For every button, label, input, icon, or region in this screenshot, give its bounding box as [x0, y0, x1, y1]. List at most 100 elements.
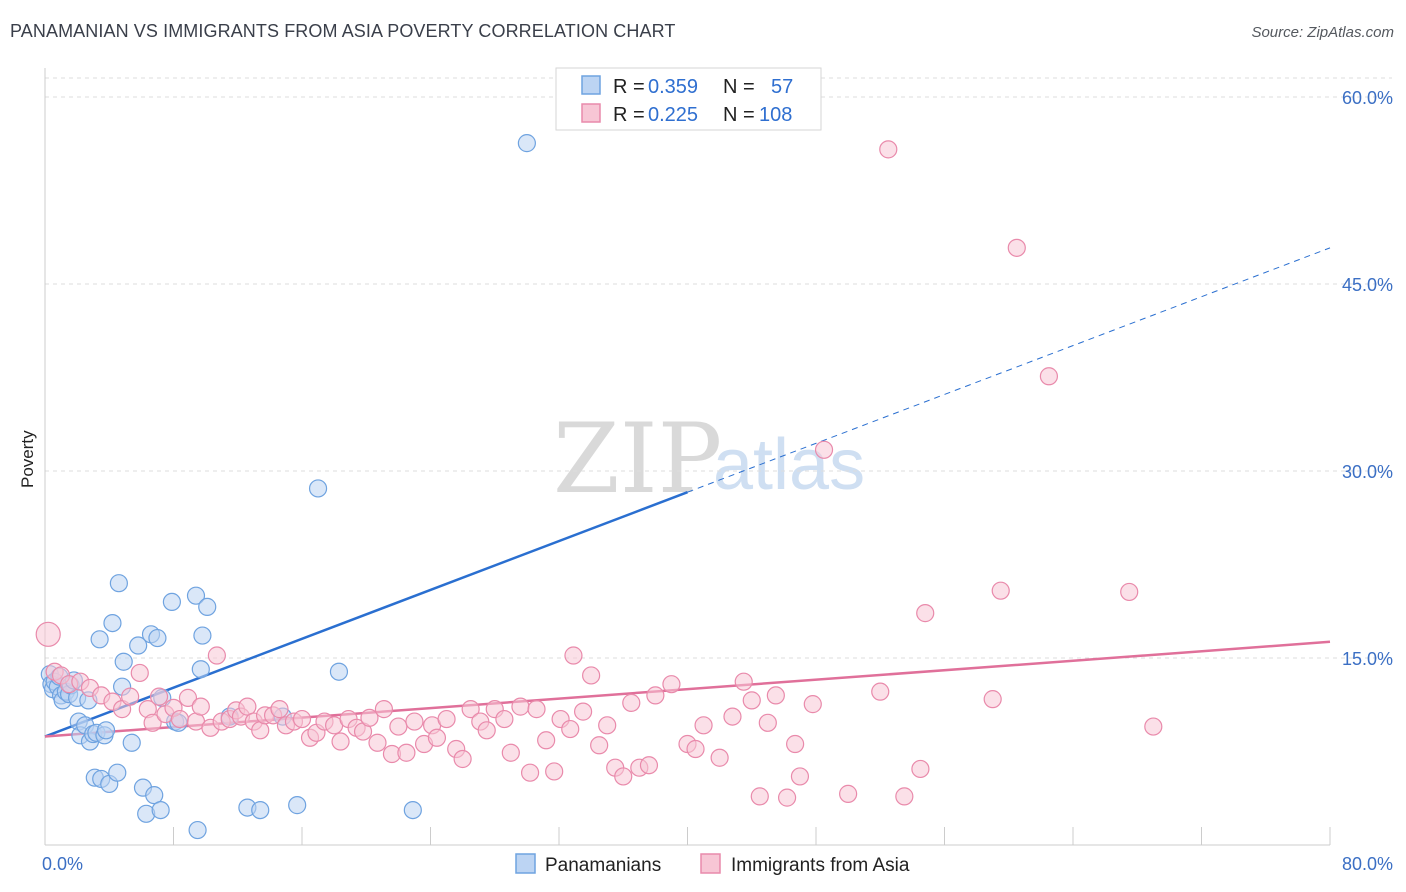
- legend-r-label-1: R =: [613, 76, 645, 98]
- data-points: [35, 134, 1163, 840]
- panamanian-point: [193, 626, 212, 645]
- panamanian-point: [251, 800, 270, 820]
- tick-labels: 15.0% 30.0% 45.0% 60.0% 0.0% 80.0%: [42, 88, 1393, 874]
- asia-point: [911, 759, 930, 779]
- legend-r-value-1: 0.359: [648, 76, 698, 98]
- asia-point: [35, 621, 61, 647]
- asia-point: [694, 716, 713, 735]
- panamanian-point: [90, 630, 109, 649]
- bottom-legend-swatch-asia: [700, 853, 721, 874]
- bottom-legend: Panamanians Immigrants from Asia: [515, 853, 910, 876]
- grid-lines: [45, 77, 1392, 659]
- legend-n-label-2: N =: [723, 104, 755, 126]
- panamanian-point: [145, 786, 164, 805]
- asia-point: [686, 739, 705, 759]
- asia-point: [639, 756, 659, 775]
- panamanian-point: [114, 652, 133, 671]
- asia-point: [374, 700, 394, 719]
- x-tick-label: 0.0%: [42, 854, 83, 874]
- panamanian-point: [108, 763, 127, 782]
- y-tick-label: 30.0%: [1342, 462, 1393, 482]
- asia-point: [786, 734, 805, 754]
- asia-point: [662, 675, 681, 694]
- legend-n-value-1: 57: [771, 76, 793, 98]
- asia-point: [389, 717, 408, 736]
- asia-point: [598, 716, 617, 735]
- asia-point: [292, 709, 312, 729]
- asia-point: [879, 140, 898, 159]
- asia-point: [895, 787, 914, 806]
- asia-point: [814, 440, 834, 459]
- asia-point: [405, 712, 424, 731]
- panamanian-point: [308, 479, 328, 498]
- panamanian-point: [109, 574, 128, 593]
- axes: [44, 68, 1331, 846]
- asia-point: [360, 708, 379, 727]
- legend-swatch-panamanians: [581, 75, 601, 95]
- asia-point: [710, 748, 729, 767]
- panamanian-trend-extension: [687, 247, 1331, 493]
- asia-point: [622, 693, 641, 712]
- asia-point: [573, 702, 593, 721]
- asia-point: [1007, 238, 1026, 257]
- legend-box: R = 0.359 N = 57 R = 0.225 N = 108: [555, 67, 822, 131]
- y-tick-label: 45.0%: [1342, 275, 1393, 295]
- asia-point: [983, 690, 1002, 709]
- x-tick-label: 80.0%: [1342, 854, 1393, 874]
- asia-point: [564, 646, 583, 665]
- asia-point: [1039, 367, 1059, 386]
- panamanian-point: [129, 636, 148, 655]
- trend-lines: [44, 247, 1331, 738]
- panamanian-trend-line: [44, 491, 688, 738]
- panamanian-point: [148, 628, 167, 648]
- asia-point: [453, 749, 472, 769]
- asia-point: [1144, 717, 1163, 736]
- asia-point: [461, 700, 480, 719]
- y-tick-label: 60.0%: [1342, 88, 1393, 108]
- asia-point: [614, 767, 633, 786]
- asia-point: [331, 732, 350, 751]
- asia-point: [130, 663, 149, 683]
- panamanian-point: [288, 796, 307, 815]
- asia-point: [758, 713, 777, 732]
- asia-point: [803, 695, 822, 714]
- asia-point: [777, 788, 797, 807]
- asia-point: [121, 687, 140, 706]
- asia-point: [790, 767, 810, 786]
- asia-point: [238, 697, 257, 716]
- legend-r-label-2: R =: [613, 104, 645, 126]
- panamanian-point: [186, 586, 206, 605]
- asia-point: [871, 682, 890, 701]
- panamanian-point: [403, 800, 422, 820]
- asia-point: [495, 709, 514, 729]
- bottom-legend-label-asia: Immigrants from Asia: [731, 855, 910, 876]
- asia-point: [437, 709, 456, 729]
- asia-point: [766, 686, 785, 705]
- asia-point: [170, 709, 190, 729]
- asia-point: [520, 763, 540, 782]
- asia-point: [582, 666, 601, 685]
- panamanian-point: [191, 660, 210, 679]
- asia-point: [143, 713, 162, 732]
- panamanian-point: [517, 134, 536, 153]
- asia-point: [191, 697, 210, 716]
- panamanian-point: [198, 597, 217, 616]
- y-tick-label: 15.0%: [1342, 649, 1393, 669]
- asia-point: [646, 686, 665, 705]
- panamanian-point: [103, 613, 122, 633]
- asia-point: [734, 672, 753, 691]
- asia-point: [991, 581, 1010, 600]
- asia-point: [427, 728, 447, 747]
- bottom-legend-swatch-panamanians: [515, 853, 536, 874]
- chart-source: Source: ZipAtlas.com: [1251, 24, 1394, 41]
- legend-swatch-asia: [581, 103, 601, 123]
- chart-title: PANAMANIAN VS IMMIGRANTS FROM ASIA POVER…: [10, 21, 676, 41]
- asia-point: [839, 784, 858, 803]
- asia-point: [561, 719, 580, 739]
- asia-point: [368, 733, 387, 752]
- watermark-atlas: atlas: [713, 425, 865, 505]
- panamanian-point: [162, 592, 181, 612]
- asia-point: [916, 604, 935, 623]
- bottom-legend-label-panamanians: Panamanians: [545, 855, 661, 876]
